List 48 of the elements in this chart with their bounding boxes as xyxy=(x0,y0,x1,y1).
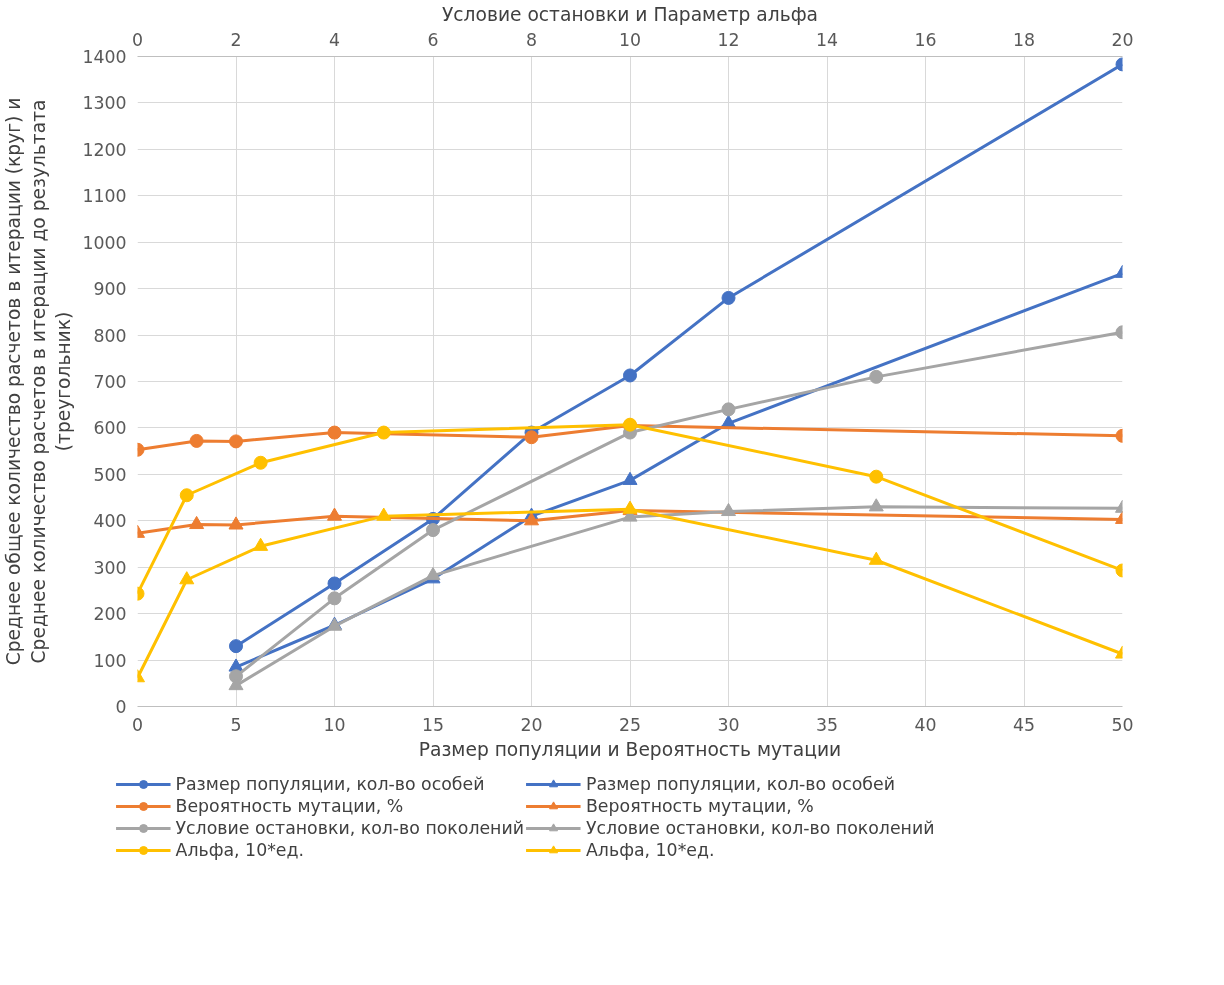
x-tick-label: 30 xyxy=(717,714,740,735)
x-axis-title: Размер популяции и Вероятность мутации xyxy=(418,738,842,760)
x2-tick-label: 0 xyxy=(131,29,144,50)
legend-label: Размер популяции, кол-во особей xyxy=(585,774,895,794)
legend-label: Размер популяции, кол-во особей xyxy=(175,774,485,794)
x2-tick-label: 20 xyxy=(1111,29,1134,50)
x2-tick-label: 6 xyxy=(427,29,439,50)
y-tick-label: 1100 xyxy=(82,186,127,207)
x2-tick-label: 14 xyxy=(815,29,839,50)
x-tick-label: 5 xyxy=(230,714,242,735)
legend-label: Альфа, 10*ед. xyxy=(585,840,715,860)
y-tick-label: 1400 xyxy=(82,47,127,67)
x2-tick-label: 4 xyxy=(328,29,341,50)
y-tick-label: 0 xyxy=(115,697,127,717)
x-tick-label: 40 xyxy=(914,714,937,735)
legend-label: Условие остановки, кол-во поколений xyxy=(585,818,935,838)
y-tick-label: 1300 xyxy=(82,93,127,114)
x-tick-label: 35 xyxy=(815,714,839,735)
y-tick-label: 1200 xyxy=(82,139,127,160)
x-tick-label: 20 xyxy=(520,714,543,735)
x2-tick-label: 16 xyxy=(914,29,937,50)
y-tick-label: 900 xyxy=(93,279,127,300)
y-tick-label: 600 xyxy=(93,418,127,439)
legend-label: Вероятность мутации, % xyxy=(585,796,814,816)
y-tick-label: 1000 xyxy=(82,232,127,253)
x2-tick-label: 18 xyxy=(1012,29,1036,50)
x2-tick-label: 10 xyxy=(618,29,642,50)
legend-label: Альфа, 10*ед. xyxy=(175,840,304,860)
y-tick-label: 300 xyxy=(93,557,127,578)
x2-tick-label: 12 xyxy=(717,29,740,50)
y-tick-label: 200 xyxy=(93,604,127,625)
legend-label: Условие остановки, кол-во поколений xyxy=(175,818,524,838)
legend-label: Вероятность мутации, % xyxy=(175,796,404,816)
x2-tick-label: 2 xyxy=(230,29,242,50)
x-tick-label: 15 xyxy=(421,714,445,735)
y-tick-label: 500 xyxy=(93,464,127,485)
y-tick-label: 800 xyxy=(93,325,127,346)
x-tick-label: 0 xyxy=(131,714,144,735)
x2-axis-title: Условие остановки и Параметр альфа xyxy=(441,3,819,25)
x-tick-label: 50 xyxy=(1111,714,1134,735)
y-tick-label: 100 xyxy=(93,650,127,671)
x-tick-label: 45 xyxy=(1012,714,1036,735)
y-axis-title: Среднее общее количество расчетов в итерации (круг) и Среднее количество расчетов в итерации до результата (треугольник) xyxy=(3,97,75,666)
x-tick-label: 10 xyxy=(323,714,346,735)
y-tick-label: 400 xyxy=(93,511,127,532)
x-tick-label: 25 xyxy=(618,714,642,735)
x2-tick-label: 8 xyxy=(525,29,538,50)
y-tick-label: 700 xyxy=(93,372,127,392)
